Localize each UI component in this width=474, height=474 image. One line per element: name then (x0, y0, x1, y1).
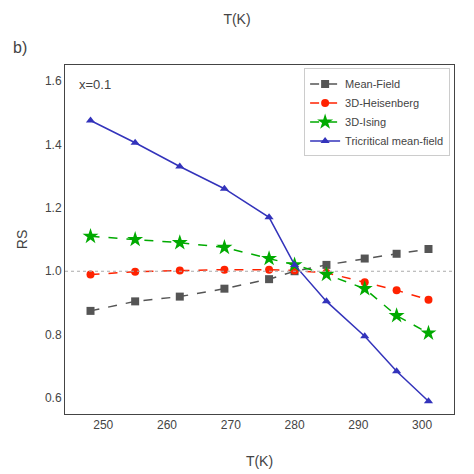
svg-text:0.8: 0.8 (45, 328, 62, 342)
svg-text:280: 280 (285, 418, 305, 432)
svg-text:260: 260 (157, 418, 177, 432)
svg-text:x=0.1: x=0.1 (79, 77, 111, 92)
svg-text:1.0: 1.0 (45, 264, 62, 278)
svg-text:250: 250 (93, 418, 113, 432)
svg-text:300: 300 (412, 418, 432, 432)
svg-text:RS: RS (14, 230, 30, 249)
svg-text:270: 270 (221, 418, 241, 432)
svg-text:b): b) (13, 39, 27, 56)
svg-text:1.4: 1.4 (45, 138, 62, 152)
svg-text:0.6: 0.6 (45, 391, 62, 405)
svg-text:Tricritical mean-field: Tricritical mean-field (345, 135, 443, 147)
svg-text:1.6: 1.6 (45, 74, 62, 88)
svg-text:3D-Ising: 3D-Ising (345, 116, 386, 128)
svg-text:T(K): T(K) (246, 453, 273, 469)
svg-text:3D-Heisenberg: 3D-Heisenberg (345, 97, 419, 109)
svg-text:T(K): T(K) (223, 11, 250, 27)
svg-text:1.2: 1.2 (45, 201, 62, 215)
svg-text:290: 290 (348, 418, 368, 432)
svg-text:Mean-Field: Mean-Field (345, 78, 400, 90)
